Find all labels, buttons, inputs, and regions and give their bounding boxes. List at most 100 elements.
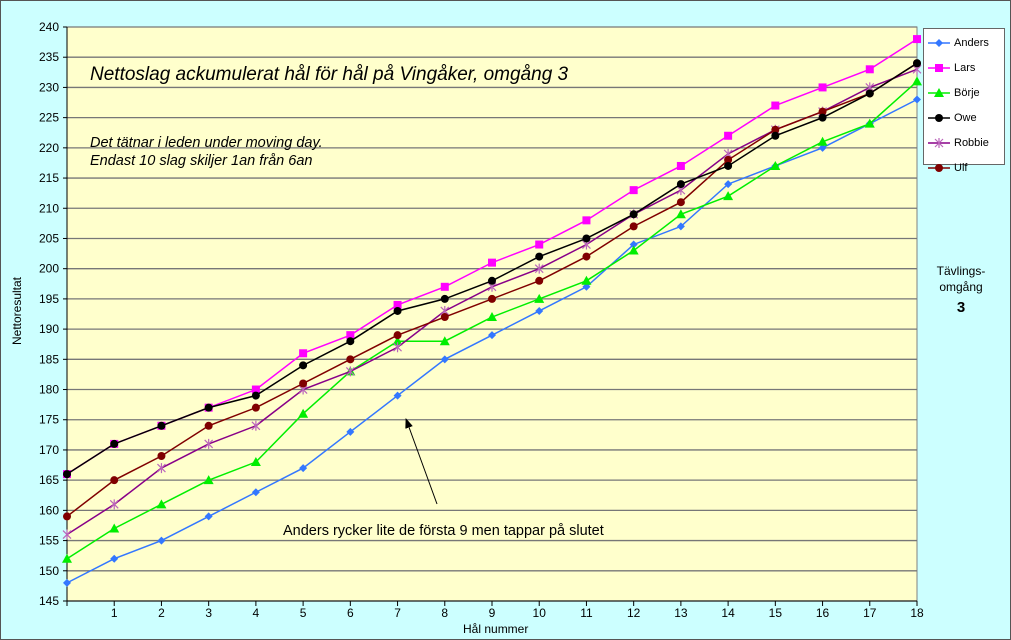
y-tick-label: 195 bbox=[39, 292, 59, 306]
y-tick-label: 170 bbox=[39, 443, 59, 457]
y-tick-label: 145 bbox=[39, 594, 59, 608]
data-point bbox=[629, 210, 638, 219]
legend: Anders Lars Börje Owe Robbie Ulf bbox=[923, 28, 1005, 174]
data-point bbox=[204, 512, 213, 521]
data-point bbox=[581, 275, 592, 285]
data-point bbox=[62, 529, 72, 540]
data-point bbox=[251, 391, 260, 400]
data-point bbox=[346, 355, 355, 364]
data-point bbox=[771, 101, 780, 110]
data-point bbox=[251, 420, 261, 431]
x-tick-label: 16 bbox=[816, 606, 830, 620]
y-tick-label: 175 bbox=[39, 413, 59, 427]
y-tick-label: 160 bbox=[39, 503, 59, 517]
subtitle-line: Endast 10 slag skiljer 1an från 6an bbox=[90, 153, 313, 169]
data-point bbox=[676, 161, 685, 170]
data-point bbox=[818, 113, 827, 122]
legend-marker bbox=[935, 64, 943, 72]
data-point bbox=[535, 276, 544, 285]
legend-marker bbox=[935, 114, 943, 122]
data-point bbox=[629, 240, 638, 249]
x-tick-label: 9 bbox=[489, 606, 496, 620]
y-axis-label: Nettoresultat bbox=[10, 276, 24, 346]
data-point bbox=[440, 313, 449, 322]
data-point bbox=[251, 403, 260, 412]
data-point bbox=[628, 245, 639, 255]
data-point bbox=[110, 554, 119, 563]
legend-marker bbox=[935, 39, 943, 47]
x-tick-label: 17 bbox=[863, 606, 877, 620]
legend-marker bbox=[934, 138, 944, 148]
data-point bbox=[534, 263, 544, 274]
legend-swatch bbox=[928, 64, 950, 72]
y-tick-label: 215 bbox=[39, 171, 59, 185]
legend-item: Ulf bbox=[928, 160, 967, 176]
legend-item: Robbie bbox=[928, 135, 989, 151]
legend-label: Börje bbox=[954, 87, 980, 99]
data-point bbox=[392, 336, 403, 346]
data-point bbox=[440, 294, 449, 303]
data-point bbox=[724, 131, 733, 140]
legend-item: Lars bbox=[928, 60, 975, 76]
data-point bbox=[535, 306, 544, 315]
x-tick-label: 4 bbox=[253, 606, 260, 620]
data-point bbox=[818, 107, 827, 116]
data-point bbox=[299, 464, 308, 473]
series-owe bbox=[63, 59, 921, 479]
data-point bbox=[110, 439, 119, 448]
legend-swatch bbox=[928, 114, 950, 122]
data-point bbox=[582, 216, 591, 225]
data-point bbox=[157, 536, 166, 545]
legend-marker bbox=[935, 164, 943, 172]
data-point bbox=[913, 59, 921, 68]
data-point bbox=[109, 499, 119, 510]
legend-marker bbox=[934, 88, 944, 97]
data-point bbox=[724, 161, 733, 170]
data-point bbox=[157, 451, 166, 460]
data-point bbox=[488, 258, 496, 267]
subtitle-line: Det tätnar i leden under moving day. bbox=[90, 135, 323, 151]
data-point bbox=[582, 252, 591, 261]
x-tick-label: 7 bbox=[394, 606, 401, 620]
data-point bbox=[393, 306, 402, 315]
y-tick-label: 185 bbox=[39, 352, 59, 366]
data-point bbox=[62, 553, 72, 563]
y-tick-label: 220 bbox=[39, 141, 59, 155]
y-tick-label: 240 bbox=[39, 20, 59, 34]
data-point bbox=[298, 408, 309, 418]
x-tick-label: 11 bbox=[580, 606, 593, 620]
y-tick-label: 205 bbox=[39, 231, 59, 245]
data-point bbox=[299, 361, 308, 370]
data-point bbox=[63, 470, 71, 479]
x-tick-label: 1 bbox=[111, 606, 118, 620]
data-point bbox=[488, 276, 496, 285]
data-point bbox=[582, 234, 591, 243]
legend-label: Ulf bbox=[954, 162, 968, 174]
data-point bbox=[818, 83, 827, 92]
data-point bbox=[913, 35, 921, 44]
x-tick-label: 14 bbox=[721, 606, 735, 620]
legend-swatch bbox=[928, 164, 950, 172]
data-point bbox=[582, 282, 591, 291]
data-point bbox=[157, 463, 166, 474]
legend-item: Owe bbox=[928, 110, 977, 126]
data-point bbox=[250, 457, 261, 467]
x-tick-label: 2 bbox=[158, 606, 165, 620]
legend-swatch bbox=[928, 39, 950, 47]
data-point bbox=[204, 438, 214, 449]
legend-label: Owe bbox=[954, 112, 977, 124]
annotation-arrow bbox=[405, 418, 438, 505]
series-börje bbox=[62, 76, 922, 563]
data-point bbox=[157, 421, 166, 430]
y-tick-label: 230 bbox=[39, 80, 59, 94]
data-point bbox=[110, 476, 119, 485]
data-point bbox=[676, 198, 685, 207]
y-tick-label: 180 bbox=[39, 383, 59, 397]
x-tick-label: 10 bbox=[533, 606, 547, 620]
data-point bbox=[204, 403, 213, 412]
y-tick-label: 165 bbox=[39, 473, 59, 487]
annotation-text: Anders rycker lite de första 9 men tappa… bbox=[283, 523, 604, 539]
x-tick-label: 18 bbox=[910, 606, 924, 620]
x-axis-label: Hål nummer bbox=[463, 622, 529, 636]
